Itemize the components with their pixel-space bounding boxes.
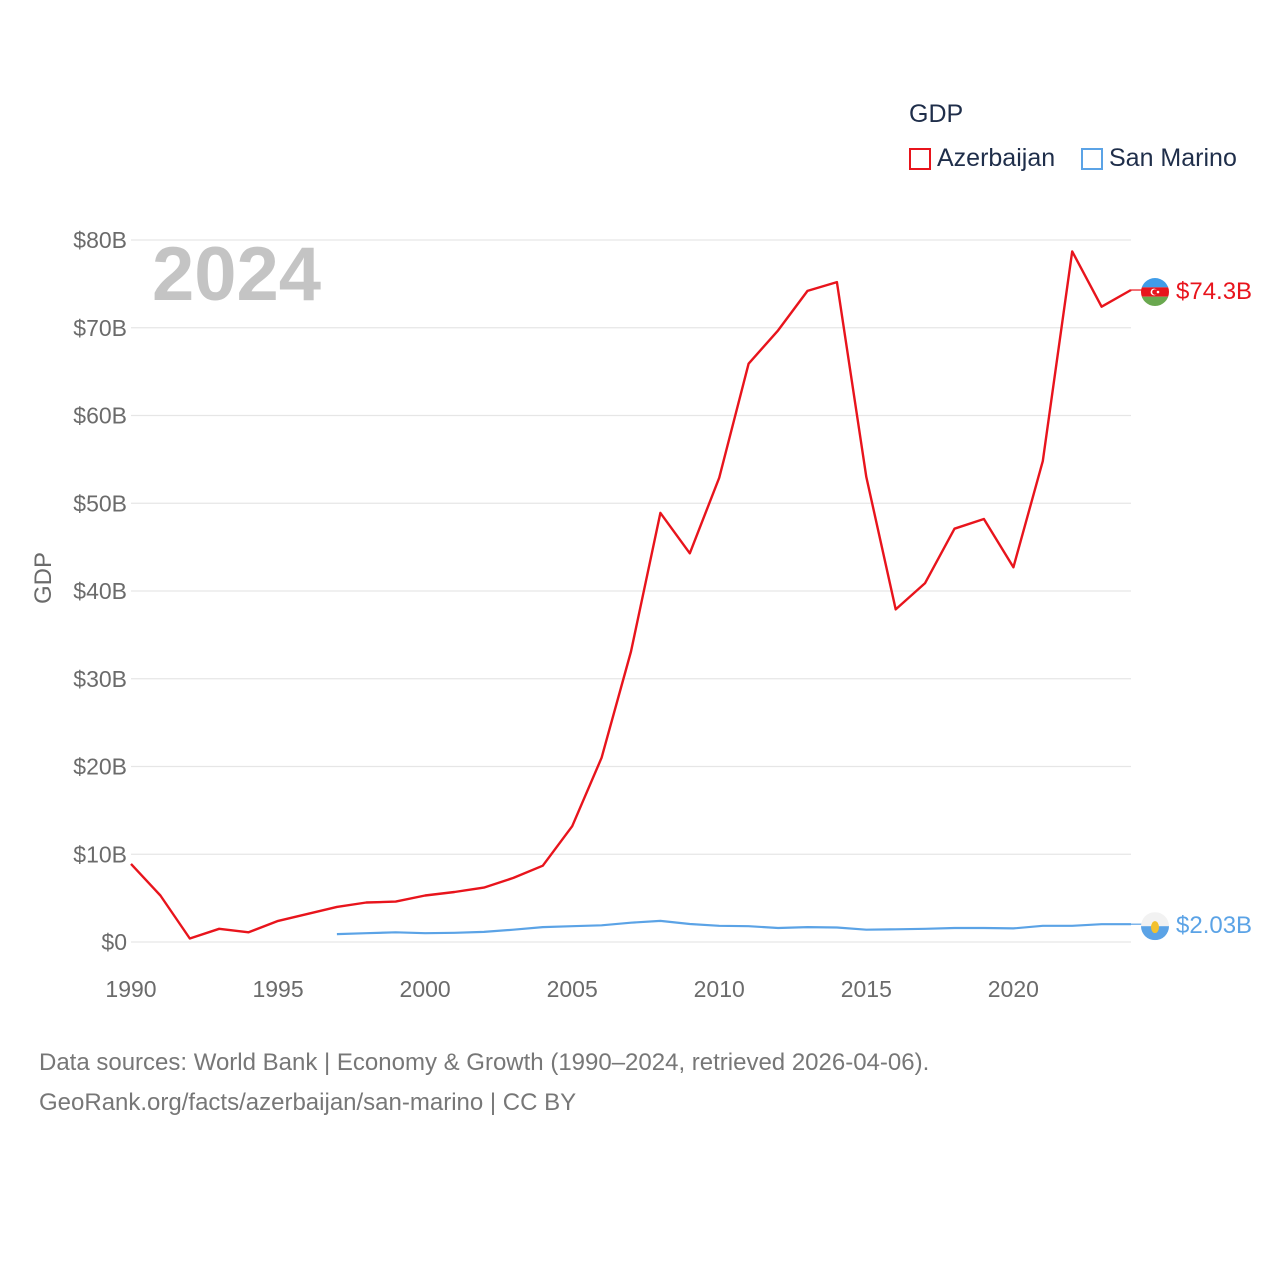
y-tick-label: $70B [73, 315, 127, 341]
y-tick-label: $80B [73, 227, 127, 253]
y-axis-ticks: $0 $10B $20B $30B $40B $50B $60B $70B $80B [73, 227, 127, 955]
series-line-azerbaijan [130, 250, 1132, 940]
flag-san-marino-icon [1141, 912, 1169, 941]
flag-azerbaijan-icon [1141, 278, 1169, 307]
legend-item-azerbaijan[interactable]: Azerbaijan [909, 144, 1055, 173]
grid-lines [131, 239, 1131, 943]
data-source-note: Data sources: World Bank | Economy & Gro… [39, 1043, 929, 1123]
y-tick-label: $40B [73, 578, 127, 604]
end-labels: $74.3B $2.03B [1131, 278, 1252, 941]
end-label-san-marino: $2.03B [1176, 912, 1252, 939]
y-tick-label: $50B [73, 490, 127, 516]
y-axis-label: GDP [30, 552, 57, 604]
x-tick-label: 2015 [841, 976, 892, 1002]
y-tick-label: $30B [73, 666, 127, 692]
y-tick-label: $60B [73, 403, 127, 429]
x-tick-label: 1995 [252, 976, 303, 1002]
y-tick-label: $20B [73, 754, 127, 780]
legend-swatch-azerbaijan [909, 147, 931, 170]
legend-title: GDP [909, 100, 964, 128]
y-tick-label: $10B [73, 841, 127, 867]
series-lines [130, 250, 1132, 940]
legend-item-san-marino[interactable]: San Marino [1081, 144, 1237, 173]
legend-label-san-marino: San Marino [1109, 144, 1237, 172]
current-year-label: 2024 [152, 232, 321, 317]
y-tick-label: $0 [101, 929, 127, 955]
legend-swatch-san-marino [1081, 147, 1103, 170]
x-tick-label: 2020 [988, 976, 1039, 1002]
x-tick-label: 1990 [105, 976, 156, 1002]
x-tick-label: 2010 [694, 976, 745, 1002]
end-label-azerbaijan: $74.3B [1176, 278, 1252, 305]
source-line-2[interactable]: GeoRank.org/facts/azerbaijan/san-marino … [39, 1089, 577, 1116]
legend-label-azerbaijan: Azerbaijan [937, 144, 1056, 172]
x-axis-ticks: 1990 1995 2000 2005 2010 2015 2020 [105, 976, 1039, 1002]
x-tick-label: 2000 [400, 976, 451, 1002]
source-line-1: Data sources: World Bank | Economy & Gro… [39, 1049, 930, 1076]
series-line-san-marino [336, 919, 1131, 936]
x-tick-label: 2005 [547, 976, 598, 1002]
